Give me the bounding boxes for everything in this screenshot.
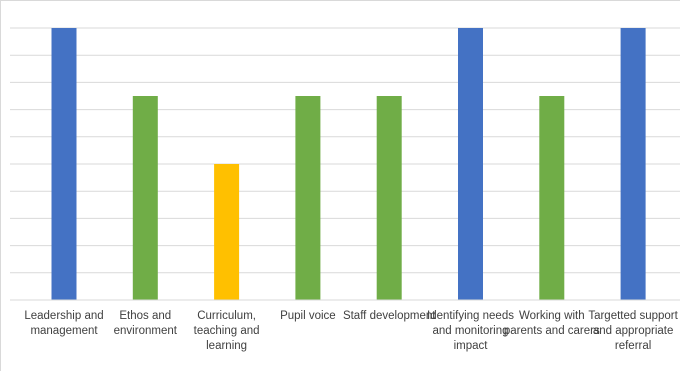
category-label: Targetted support and appropriate referr… <box>585 309 680 354</box>
bar <box>214 164 239 300</box>
bar <box>539 96 564 300</box>
bar <box>458 28 483 300</box>
bar <box>295 96 320 300</box>
gridlines <box>10 28 680 273</box>
bar <box>133 96 158 300</box>
bar <box>377 96 402 300</box>
bar <box>621 28 646 300</box>
bar <box>52 28 77 300</box>
